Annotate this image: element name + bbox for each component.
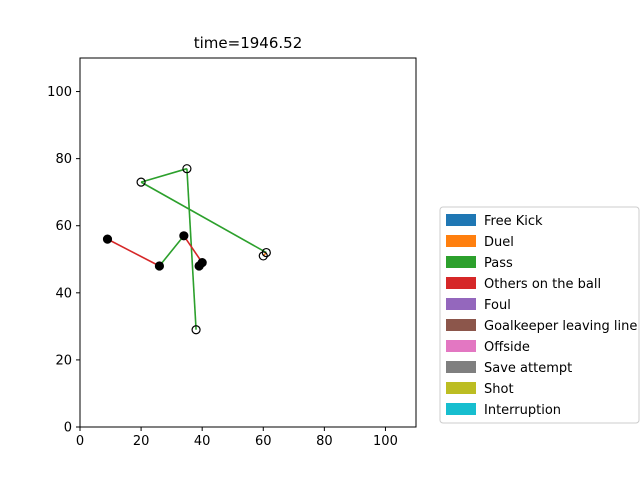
legend: Free Kick Duel Pass Others on the ball Foul G… [439, 206, 640, 424]
y-tick-label-3: 60 [55, 219, 72, 234]
plot-frame [79, 57, 417, 428]
point-1 [258, 251, 268, 261]
segments-layer [107, 167, 267, 330]
legend-label-1: Duel [484, 235, 514, 250]
legend-label-2: Pass [484, 256, 513, 271]
x-tick-label-2: 40 [194, 434, 211, 449]
y-axis: 0 20 40 60 80 100 [47, 85, 80, 436]
points-layer [102, 164, 271, 335]
legend-swatch-3 [446, 277, 476, 289]
legend-label-3: Others on the ball [484, 277, 601, 292]
legend-label-8: Shot [484, 382, 514, 397]
point-2 [136, 177, 146, 187]
legend-swatch-2 [446, 256, 476, 268]
x-tick-label-1: 20 [133, 434, 150, 449]
point-7 [179, 231, 189, 241]
point-9 [197, 258, 207, 268]
legend-label-6: Offside [484, 340, 530, 355]
point-3 [182, 164, 192, 174]
legend-frame [439, 206, 640, 424]
y-tick-label-2: 40 [55, 286, 72, 301]
segment-1 [140, 167, 188, 183]
point-5 [102, 234, 113, 244]
chart-title: time=1946.52 [194, 34, 303, 52]
legend-swatch-1 [446, 235, 476, 247]
legend-swatch-8 [446, 382, 476, 394]
segment-4 [158, 235, 185, 267]
x-tick-label-0: 0 [76, 434, 84, 449]
legend-label-4: Foul [484, 298, 511, 313]
legend-swatch-0 [446, 214, 476, 226]
legend-swatch-7 [446, 361, 476, 373]
legend-swatch-6 [446, 340, 476, 352]
point-6 [154, 261, 165, 271]
legend-label-9: Interruption [484, 403, 561, 418]
y-tick-label-1: 20 [55, 353, 72, 368]
legend-swatch-4 [446, 298, 476, 310]
segment-0 [140, 181, 267, 254]
legend-label-7: Save attempt [484, 361, 572, 376]
x-tick-label-4: 80 [316, 434, 333, 449]
x-tick-label-5: 100 [373, 434, 398, 449]
x-tick-label-3: 60 [255, 434, 272, 449]
point-4 [191, 325, 201, 335]
segment-5 [183, 235, 203, 264]
x-axis: 0 20 40 60 80 100 [76, 427, 398, 449]
segment-2 [186, 168, 197, 330]
legend-swatch-9 [446, 403, 476, 415]
segment-3 [107, 238, 160, 267]
y-tick-label-4: 80 [55, 152, 72, 167]
legend-swatch-5 [446, 319, 476, 331]
y-tick-label-5: 100 [47, 85, 72, 100]
y-tick-label-0: 0 [64, 421, 72, 436]
legend-label-0: Free Kick [484, 214, 543, 229]
legend-label-5: Goalkeeper leaving line [484, 319, 637, 334]
